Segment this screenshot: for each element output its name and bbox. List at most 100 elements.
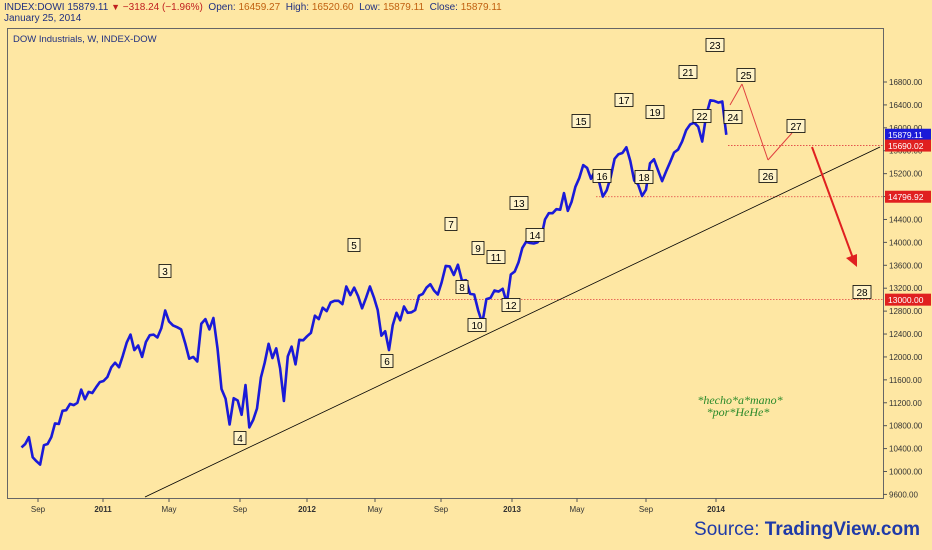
wave-label: 25 <box>740 71 752 82</box>
wave-label: 8 <box>459 283 465 294</box>
open-label: Open: <box>208 2 236 13</box>
low-label: Low: <box>359 2 381 13</box>
projection-line <box>729 83 743 106</box>
y-tick-label: 16000.00 <box>889 124 923 133</box>
projection-line <box>741 83 769 161</box>
wave-label: 15 <box>575 117 587 128</box>
low-value: 15879.11 <box>383 2 425 13</box>
price-tag-bg <box>885 293 931 306</box>
arrow-head-icon <box>846 254 857 267</box>
source-credit[interactable]: Source: TradingView.com <box>694 519 920 541</box>
wave-label-box <box>525 228 545 242</box>
symbol-name: INDEX:DOWI <box>4 2 65 13</box>
y-tick-label: 10000.00 <box>889 468 923 477</box>
wave-label-box <box>758 169 778 183</box>
wave-label-box <box>347 238 361 252</box>
projection-line <box>767 132 793 161</box>
x-tick-label: May <box>161 505 176 514</box>
x-tick-label: Sep <box>434 505 449 514</box>
wave-label: 12 <box>505 301 517 312</box>
source-name: TradingView.com <box>764 519 920 540</box>
symbol-header: INDEX:DOWI 15879.11 ▼ −318.24 (−1.96%) O… <box>4 1 502 14</box>
wave-label: 27 <box>790 122 802 133</box>
plot-frame <box>7 28 884 499</box>
wave-label-box <box>678 65 698 79</box>
wave-label-box <box>705 38 725 52</box>
y-tick-label: 13600.00 <box>889 261 923 270</box>
annotation-line-2: *por*HeHe* <box>707 405 770 419</box>
price-line <box>20 99 728 466</box>
wave-label-box <box>380 354 394 368</box>
wave-label: 19 <box>649 108 661 119</box>
price-change: −318.24 (−1.96%) <box>122 2 203 13</box>
source-prefix: Source: <box>694 519 765 540</box>
y-tick-label: 16400.00 <box>889 101 923 110</box>
wave-label-box <box>486 250 506 264</box>
x-tick-label: May <box>569 505 584 514</box>
wave-label-box <box>501 298 521 312</box>
wave-label-box <box>467 318 487 332</box>
wave-label: 3 <box>162 267 168 278</box>
wave-label: 5 <box>351 241 357 252</box>
y-tick-label: 10800.00 <box>889 422 923 431</box>
wave-label: 24 <box>727 113 739 124</box>
wave-label-box <box>592 169 612 183</box>
close-value: 15879.11 <box>460 2 502 13</box>
wave-label-box <box>444 217 458 231</box>
trendline <box>144 146 881 498</box>
wave-label-box <box>692 109 712 123</box>
x-tick-label: 2014 <box>707 505 725 514</box>
x-tick-label: 2013 <box>503 505 521 514</box>
y-tick-label: 11600.00 <box>889 376 922 385</box>
last-price: 15879.11 <box>67 2 109 13</box>
high-value: 16520.60 <box>311 2 354 13</box>
wave-label-box <box>455 280 469 294</box>
price-tag-bg <box>885 128 931 141</box>
y-tick-label: 14400.00 <box>889 215 923 224</box>
wave-label-box <box>852 285 872 299</box>
wave-label-box <box>645 105 665 119</box>
wave-label: 9 <box>475 244 481 255</box>
projection-lines <box>729 83 857 267</box>
price-tag-label: 15690.02 <box>888 141 924 151</box>
down-triangle-icon: ▼ <box>111 2 121 12</box>
y-tick-label: 14000.00 <box>889 238 923 247</box>
wave-label-box <box>614 93 634 107</box>
wave-label: 14 <box>529 231 541 242</box>
projection-arrow-line <box>811 146 855 262</box>
close-label: Close: <box>429 2 458 13</box>
wave-label-box <box>471 241 485 255</box>
wave-label: 4 <box>237 434 243 445</box>
wave-label: 22 <box>696 112 708 123</box>
wave-label-box <box>736 68 756 82</box>
x-tick-label: May <box>367 505 382 514</box>
high-label: High: <box>285 2 310 13</box>
annotation-line-1: *hecho*a*mano* <box>697 393 782 407</box>
wave-label: 28 <box>856 288 868 299</box>
wave-label-box <box>233 431 247 445</box>
wave-label: 11 <box>491 253 502 264</box>
price-tag-label: 15879.11 <box>888 130 923 140</box>
chart-title: DOW Industrials, W, INDEX-DOW <box>13 34 157 45</box>
x-tick-label: Sep <box>639 505 654 514</box>
x-axis: Sep 2011 May Sep 2012 May Sep 2013 May Sep 2014 <box>31 498 725 514</box>
wave-label: 16 <box>596 172 608 183</box>
wave-label: 23 <box>709 41 721 52</box>
y-tick-label: 12400.00 <box>889 330 923 339</box>
y-tick-label: 12800.00 <box>889 307 923 316</box>
x-tick-label: Sep <box>233 505 248 514</box>
wave-label: 26 <box>762 172 774 183</box>
y-tick-label: 13200.00 <box>889 284 923 293</box>
price-tag-label: 14796.92 <box>888 192 924 202</box>
wave-label-box <box>158 264 172 278</box>
open-value: 16459.27 <box>238 2 281 13</box>
wave-label: 10 <box>471 321 483 332</box>
y-tick-label: 10400.00 <box>889 445 923 454</box>
x-tick-label: 2012 <box>298 505 316 514</box>
price-tag-label: 13000.00 <box>888 295 924 305</box>
y-tick-label: 9600.00 <box>889 490 918 499</box>
wave-label-box <box>509 196 529 210</box>
x-tick-label: Sep <box>31 505 46 514</box>
y-tick-label: 15200.00 <box>889 170 923 179</box>
